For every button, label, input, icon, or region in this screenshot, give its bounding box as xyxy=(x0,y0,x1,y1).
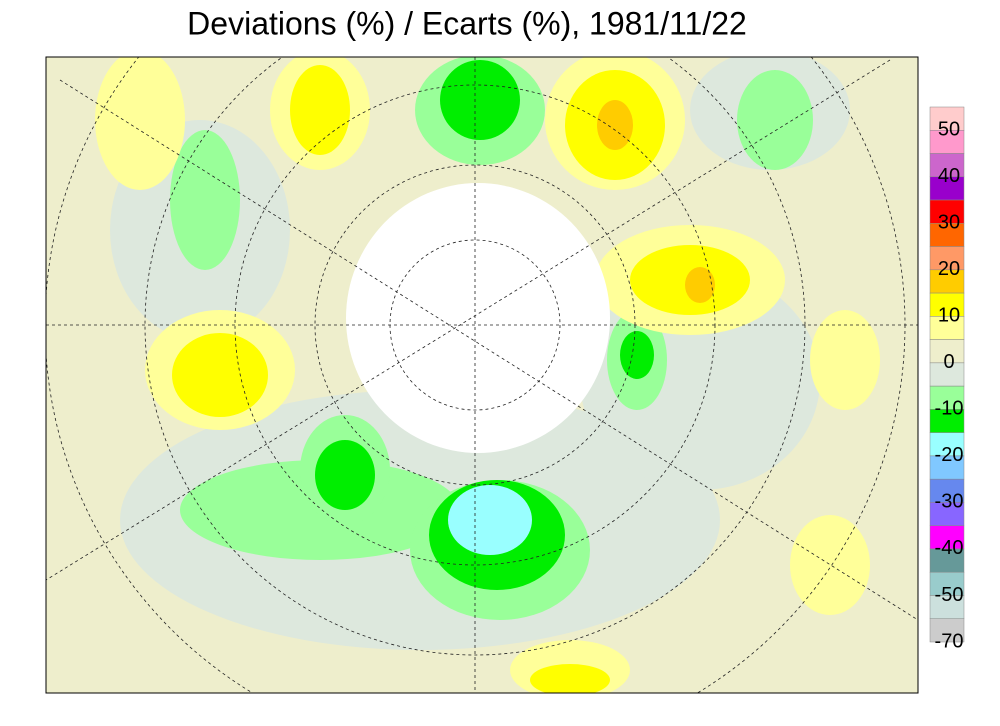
colorbar-label: 20 xyxy=(938,258,960,280)
colorbar-label: -50 xyxy=(935,584,964,606)
colorbar-label: 10 xyxy=(938,305,960,327)
colorbar-label: -70 xyxy=(935,630,964,652)
map xyxy=(45,56,919,694)
title: Deviations (%) / Ecarts (%), 1981/11/22 xyxy=(187,5,747,41)
colorbar-label: -20 xyxy=(935,444,964,466)
colorbar-label: 30 xyxy=(938,212,960,234)
colorbar-swatch xyxy=(929,618,965,643)
colorbar-label: -40 xyxy=(935,537,964,559)
colorbar-label: -30 xyxy=(935,491,964,513)
colorbar-label: 50 xyxy=(938,119,960,141)
colorbar-label: 40 xyxy=(938,165,960,187)
colorbar-label: -10 xyxy=(935,398,964,420)
colorbar-label: 0 xyxy=(943,351,954,373)
colorbar: 50 40 30 20 10 0 -10 -20 -30 -40 -50 -70 xyxy=(929,106,965,652)
